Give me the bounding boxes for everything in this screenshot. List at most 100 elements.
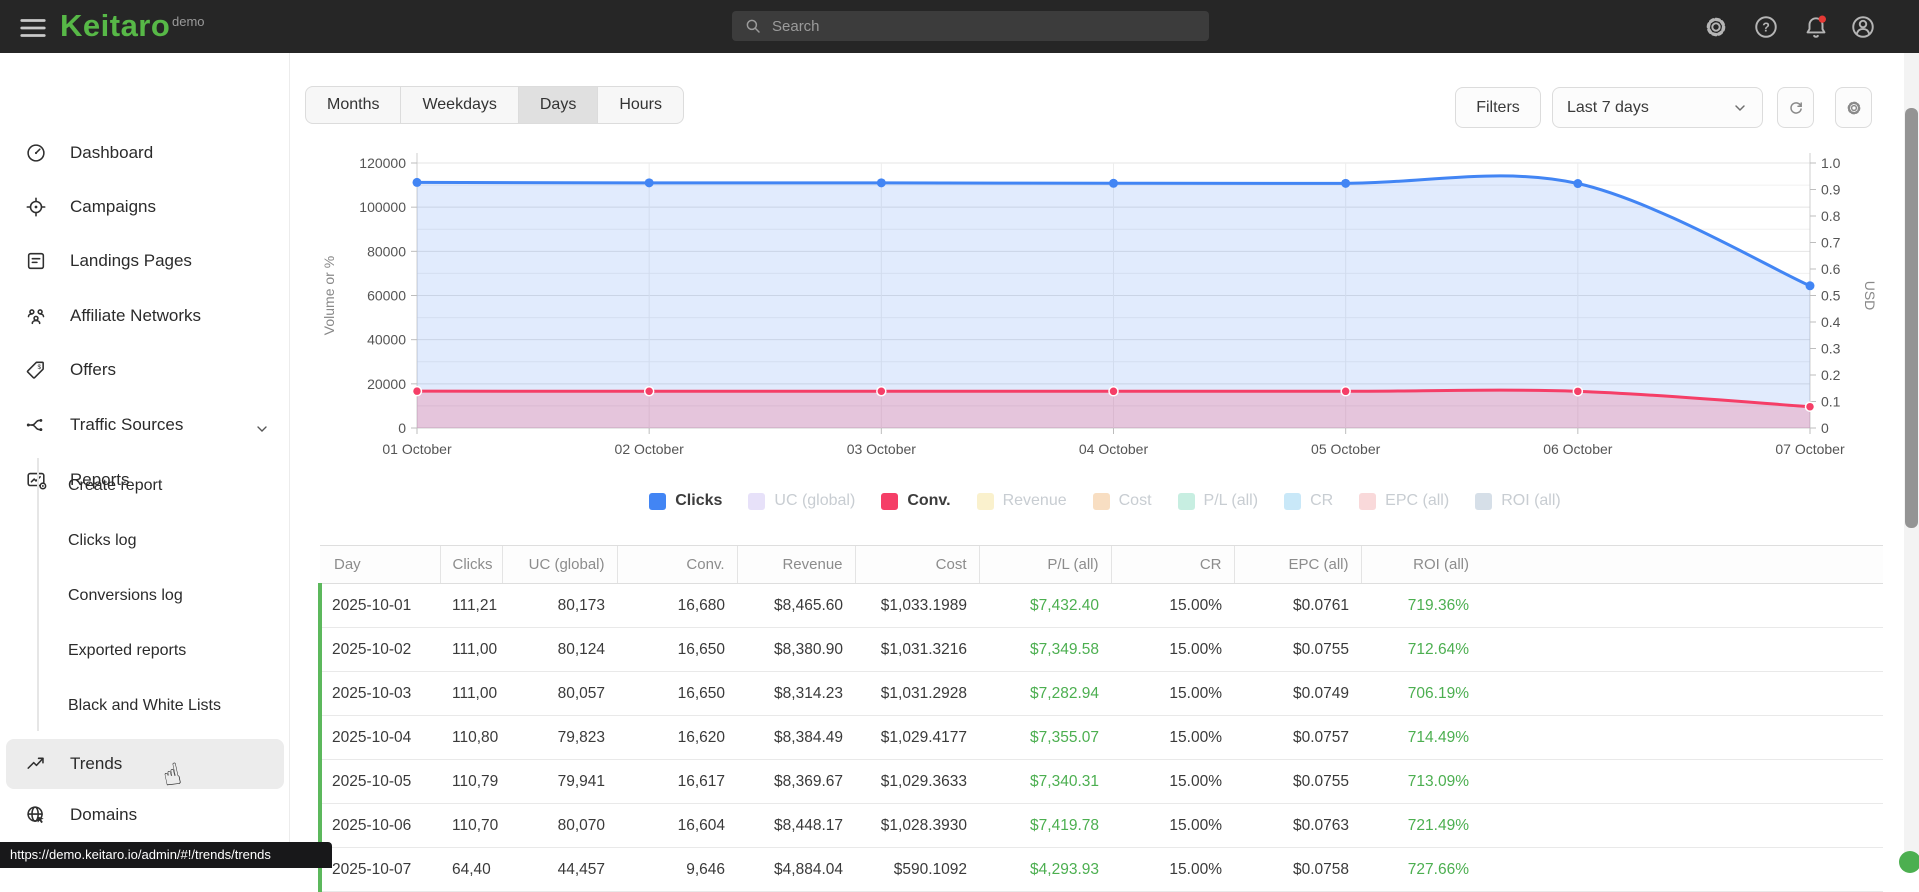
legend-item-cr[interactable]: CR <box>1284 492 1333 510</box>
column-filler <box>1481 545 1883 584</box>
brand-logo[interactable]: Keitaro <box>60 8 171 43</box>
help-icon[interactable]: ? <box>1753 14 1779 40</box>
filters-button[interactable]: Filters <box>1455 87 1541 128</box>
submenu-rule <box>37 458 39 731</box>
notifications-bell-icon[interactable] <box>1803 14 1829 40</box>
tab-days[interactable]: Days <box>517 87 598 123</box>
sidebar-item-affiliate-networks[interactable]: Affiliate Networks <box>6 291 284 341</box>
legend-swatch <box>1092 492 1110 510</box>
sidebar-item-label: Reports <box>70 470 130 489</box>
svg-text:07 October: 07 October <box>1775 441 1845 457</box>
svg-text:0: 0 <box>398 420 406 436</box>
sidebar-item-campaigns[interactable]: Campaigns <box>6 182 284 232</box>
tab-months[interactable]: Months <box>327 96 380 113</box>
affiliate-networks-icon <box>25 305 47 327</box>
trends-table: Day Clicks UC (global) Conv. Revenue Cost P/L … <box>318 545 1883 892</box>
scrollbar[interactable] <box>1904 53 1919 868</box>
sidebar-item-black-and-white-lists[interactable]: Black and White Lists <box>68 697 221 714</box>
legend-item-roi-all-[interactable]: ROI (all) <box>1475 492 1561 510</box>
chevron-down-icon[interactable] <box>254 421 270 437</box>
svg-text:40000: 40000 <box>367 332 406 348</box>
chart-legend: Clicks UC (global) Conv. Revenue Cost P/… <box>320 492 1890 510</box>
column-header[interactable]: Clicks <box>439 545 502 584</box>
chat-widget-button[interactable] <box>1899 851 1919 873</box>
legend-item-uc-global-[interactable]: UC (global) <box>748 492 855 510</box>
sidebar-item-exported-reports[interactable]: Exported reports <box>68 642 187 659</box>
svg-text:80000: 80000 <box>367 243 406 259</box>
legend-swatch <box>1284 492 1302 510</box>
legend-item-revenue[interactable]: Revenue <box>976 492 1067 510</box>
legend-item-clicks[interactable]: Clicks <box>649 492 722 510</box>
column-header[interactable]: ROI (all) <box>1360 545 1481 584</box>
legend-item-p-l-all-[interactable]: P/L (all) <box>1177 492 1258 510</box>
legend-swatch <box>649 492 667 510</box>
search-input[interactable]: Search <box>732 11 1209 41</box>
gear-icon <box>1845 99 1863 117</box>
svg-text:Volume or %: Volume or % <box>321 256 337 335</box>
column-header[interactable]: EPC (all) <box>1233 545 1361 584</box>
sidebar-item-domains[interactable]: Domains <box>6 790 284 840</box>
column-header[interactable]: UC (global) <box>501 545 617 584</box>
legend-item-conv-[interactable]: Conv. <box>881 492 951 510</box>
legend-swatch <box>1475 492 1493 510</box>
svg-text:02 October: 02 October <box>615 441 685 457</box>
sidebar-item-label: Dashboard <box>70 143 154 162</box>
hamburger-menu-icon[interactable] <box>18 13 48 39</box>
sidebar-item-landings-pages[interactable]: Landings Pages <box>6 236 284 286</box>
svg-text:0.2: 0.2 <box>1821 367 1841 383</box>
sidebar-item-trends[interactable]: Trends <box>6 739 284 789</box>
sidebar-item-clicks-log[interactable]: Clicks log <box>68 532 137 549</box>
scrollbar-thumb[interactable] <box>1905 108 1918 528</box>
search-icon <box>744 17 762 35</box>
table-row[interactable]: 2025-10-02 111,00 80,124 16,650 $8,380.90 $1,… <box>318 627 1883 672</box>
traffic-sources-icon <box>25 414 47 436</box>
date-range-select[interactable]: Last 7 days <box>1552 87 1763 128</box>
sidebar-item-label: Affiliate Networks <box>70 306 202 325</box>
environment-badge: demo <box>172 14 205 29</box>
legend-swatch <box>1359 492 1377 510</box>
sidebar-item-offers[interactable]: $ Offers <box>6 345 284 395</box>
table-row[interactable]: 2025-10-06 110,70 80,070 16,604 $8,448.17 $1,… <box>318 803 1883 848</box>
column-header[interactable]: P/L (all) <box>978 545 1111 584</box>
svg-text:1.0: 1.0 <box>1821 155 1841 171</box>
column-header[interactable]: Day <box>320 545 440 584</box>
svg-text:0.8: 0.8 <box>1821 208 1841 224</box>
column-header[interactable]: Cost <box>854 545 979 584</box>
svg-text:0.9: 0.9 <box>1821 182 1841 198</box>
user-avatar-icon[interactable] <box>1850 14 1876 40</box>
offers-icon: $ <box>25 359 47 381</box>
tab-weekdays[interactable]: Weekdays <box>400 87 517 123</box>
table-row[interactable]: 2025-10-04 110,80 79,823 16,620 $8,384.49 $1,… <box>318 715 1883 760</box>
svg-text:04 October: 04 October <box>1079 441 1149 457</box>
domains-icon <box>25 804 47 826</box>
svg-text:03 October: 03 October <box>847 441 917 457</box>
legend-item-cost[interactable]: Cost <box>1092 492 1152 510</box>
sidebar-item-create-report[interactable]: Create report <box>68 477 163 494</box>
sidebar-item-label: Offers <box>70 360 116 379</box>
sidebar: Dashboard Campaigns Landings Pages Affil… <box>0 53 290 868</box>
legend-item-epc-all-[interactable]: EPC (all) <box>1359 492 1449 510</box>
landing-pages-icon <box>25 250 47 272</box>
chart-settings-button[interactable] <box>1835 87 1872 128</box>
column-header[interactable]: CR <box>1110 545 1234 584</box>
svg-text:0.1: 0.1 <box>1821 394 1841 410</box>
table-row[interactable]: 2025-10-03 111,00 80,057 16,650 $8,314.23 $1,… <box>318 671 1883 716</box>
sidebar-item-conversions-log[interactable]: Conversions log <box>68 587 183 604</box>
svg-text:0.7: 0.7 <box>1821 235 1841 251</box>
tab-hours[interactable]: Hours <box>597 87 683 123</box>
table-row[interactable]: 2025-10-07 64,40 44,457 9,646 $4,884.04 $590.… <box>318 847 1883 892</box>
table-row[interactable]: 2025-10-01 111,21 80,173 16,680 $8,465.60 $1,… <box>318 583 1883 628</box>
sidebar-item-reports[interactable]: Reports <box>6 455 284 505</box>
refresh-icon <box>1787 99 1805 117</box>
refresh-button[interactable] <box>1777 87 1814 128</box>
column-header[interactable]: Conv. <box>616 545 737 584</box>
svg-text:01 October: 01 October <box>382 441 452 457</box>
table-row[interactable]: 2025-10-05 110,79 79,941 16,617 $8,369.67 $1,… <box>318 759 1883 804</box>
sidebar-item-dashboard[interactable]: Dashboard <box>6 128 284 178</box>
legend-swatch <box>881 492 899 510</box>
sidebar-item-traffic-sources[interactable]: Traffic Sources <box>6 400 284 450</box>
svg-text:06 October: 06 October <box>1543 441 1613 457</box>
column-header[interactable]: Revenue <box>736 545 855 584</box>
campaigns-icon <box>25 196 47 218</box>
settings-gear-icon[interactable] <box>1703 14 1729 40</box>
